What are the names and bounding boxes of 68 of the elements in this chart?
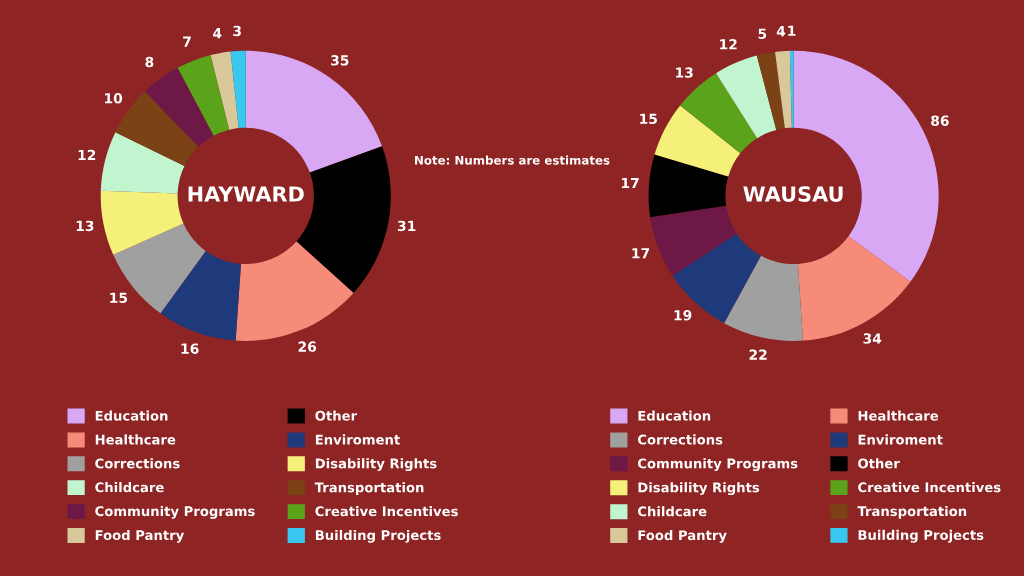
legend-label: Enviroment xyxy=(315,434,400,445)
donut-slice xyxy=(230,50,246,129)
donut-slice xyxy=(789,50,794,128)
data-label: 13 xyxy=(676,67,693,78)
donut-slice xyxy=(177,55,230,136)
legend-label: Food Pantry xyxy=(95,529,185,543)
donut-slice xyxy=(160,251,241,341)
data-label: 5 xyxy=(758,28,767,39)
legend-label: Other xyxy=(858,458,900,469)
donut-slice xyxy=(144,67,214,147)
data-label: 86 xyxy=(931,115,949,126)
data-label: 8 xyxy=(145,56,154,68)
data-label: 4 xyxy=(776,26,786,37)
donut-slice xyxy=(724,255,803,341)
legend-label: Healthcare xyxy=(95,434,176,445)
data-label: 17 xyxy=(632,248,650,259)
legend-label: Education xyxy=(638,410,711,421)
donut-slice xyxy=(648,154,729,218)
data-label: 1 xyxy=(788,25,796,36)
text: Note: Numbers are estimates xyxy=(415,155,610,165)
data-label: 19 xyxy=(674,310,692,321)
data-label: 13 xyxy=(76,220,94,232)
data-label: 22 xyxy=(749,349,767,360)
data-label: 15 xyxy=(640,113,657,125)
legend-label: Building Projects xyxy=(315,529,441,543)
donut-slice xyxy=(756,51,785,130)
legend-label: Childcare xyxy=(95,482,164,493)
legend-label: Transportation xyxy=(314,482,424,495)
data-label: 12 xyxy=(78,149,96,161)
donut-slice xyxy=(650,205,737,276)
data-label: 16 xyxy=(181,343,199,354)
data-label: 4 xyxy=(213,28,222,39)
text: WAUSAU xyxy=(743,186,843,202)
legend-label: Disability Rights xyxy=(315,458,437,472)
data-label: 26 xyxy=(298,341,317,352)
data-label: 35 xyxy=(331,55,349,66)
legend-label: Building Projects xyxy=(858,529,984,543)
legend-label: Corrections xyxy=(95,458,180,469)
donut-slice xyxy=(716,55,777,139)
data-label: 17 xyxy=(621,178,639,189)
donut-slice xyxy=(100,190,184,255)
legend-label: Enviroment xyxy=(858,434,943,445)
data-label: 12 xyxy=(720,39,737,50)
data-label: 7 xyxy=(183,36,191,47)
donut-slice xyxy=(672,233,761,324)
legend-label: Corrections xyxy=(637,434,723,445)
legend-label: Community Programs xyxy=(637,458,798,472)
donut-slice xyxy=(245,50,383,173)
donut-slice xyxy=(100,132,185,194)
legend-label: Community Programs xyxy=(95,505,255,519)
legend-label: Disability Rights xyxy=(638,482,760,496)
data-label: 10 xyxy=(105,93,123,104)
legend-label: Other xyxy=(315,410,358,421)
legend-label: Childcare xyxy=(637,506,707,517)
legend-label: Creative Incentives xyxy=(315,506,458,517)
legend-label: Food Pantry xyxy=(638,529,727,543)
donut-slice xyxy=(235,241,354,341)
legend-label: Transportation xyxy=(857,505,967,519)
legend-label: Creative Incentives xyxy=(858,482,1001,493)
legend-label: Education xyxy=(95,410,168,421)
donut-slice xyxy=(775,50,792,129)
data-label: 3 xyxy=(233,25,241,37)
legend-label: Healthcare xyxy=(858,410,939,421)
data-label: 15 xyxy=(110,292,128,304)
data-label: 34 xyxy=(863,333,882,344)
data-label: 31 xyxy=(397,220,416,232)
donut-slice xyxy=(210,51,239,130)
text: HAYWARD xyxy=(188,186,304,202)
